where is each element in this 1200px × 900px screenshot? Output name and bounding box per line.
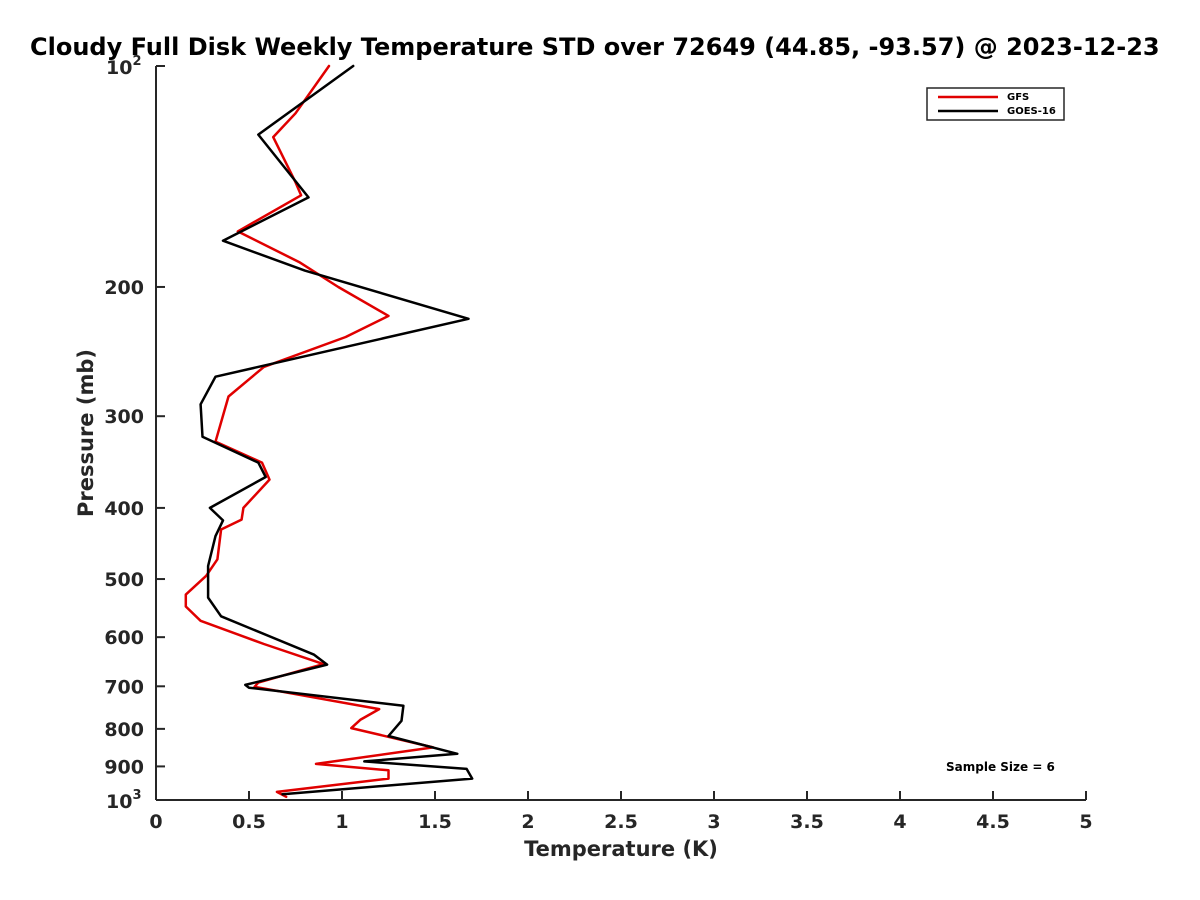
y-tick-label: 500 [104, 569, 144, 591]
x-tick-label: 3 [707, 811, 720, 833]
x-tick-label: 4 [893, 811, 906, 833]
x-tick-label: 1 [335, 811, 348, 833]
y-tick-label: 700 [104, 676, 144, 698]
x-tick-label: 5 [1079, 811, 1092, 833]
x-tick-label: 1.5 [418, 811, 452, 833]
legend-label-gfs: GFS [1007, 92, 1029, 103]
x-tick-label: 0 [149, 811, 162, 833]
x-tick-label: 2.5 [604, 811, 638, 833]
y-tick-label: 300 [104, 406, 144, 428]
x-ticks: 0 0.5 1 1.5 2 2.5 3 3.5 4 4.5 5 [149, 791, 1093, 833]
y-tick-label: 102 [106, 54, 142, 79]
y-tick-label: 400 [104, 498, 144, 520]
legend-box [926, 87, 1065, 121]
legend-label-goes16: GOES-16 [1007, 106, 1056, 117]
y-tick-label: 200 [104, 277, 144, 299]
x-tick-label: 4.5 [976, 811, 1010, 833]
series-line-gfs [184, 64, 435, 799]
y-tick-label: 800 [104, 719, 144, 741]
sample-size-annotation: Sample Size = 6 [946, 760, 1055, 774]
series-line-goes16 [199, 64, 474, 796]
y-ticks: 102 200 300 400 500 600 700 800 900 103 [104, 54, 165, 813]
x-tick-label: 3.5 [790, 811, 824, 833]
series-layer [184, 64, 474, 799]
y-tick-label: 600 [104, 627, 144, 649]
legend: GFS GOES-16 [926, 87, 1065, 121]
x-tick-label: 2 [521, 811, 534, 833]
x-axis-label: Temperature (K) [524, 837, 718, 861]
y-tick-label: 103 [106, 788, 142, 813]
y-axis-label: Pressure (mb) [74, 349, 98, 517]
y-tick-label: 900 [104, 756, 144, 778]
x-tick-label: 0.5 [232, 811, 266, 833]
chart-title: Cloudy Full Disk Weekly Temperature STD … [30, 33, 1160, 61]
